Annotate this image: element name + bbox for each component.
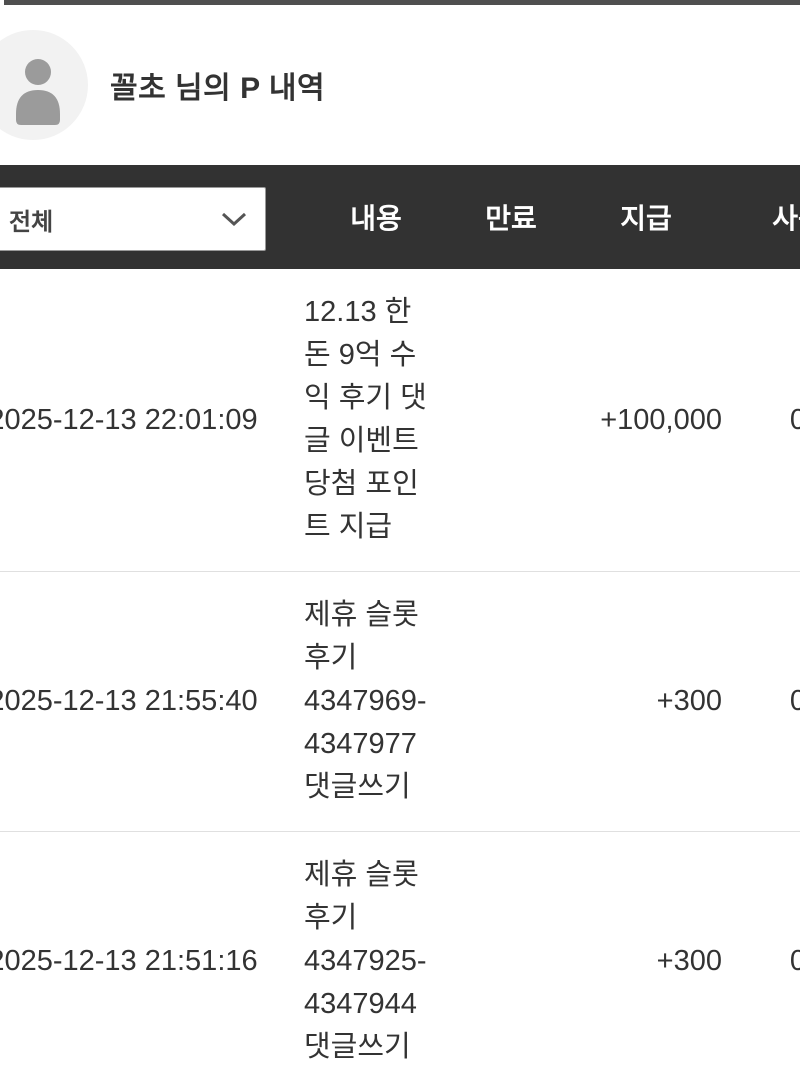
points-history-table: 내용 만료 지급 사용 전체 2025-12-13 22:01:09 12.13… xyxy=(0,165,800,1087)
row-grant-amount: +300 xyxy=(656,685,722,717)
profile-header: 꼴초 님의 P 내역 xyxy=(0,5,800,165)
row-use-amount: 0 xyxy=(789,685,800,717)
table-row: 2025-12-13 21:55:40 제휴 슬롯 후기 4347969- 43… xyxy=(0,572,800,832)
column-header-content: 내용 xyxy=(350,203,402,234)
table-header-row: 내용 만료 지급 사용 전체 xyxy=(0,165,800,269)
row-datetime: 2025-12-13 21:55:40 xyxy=(0,685,258,717)
row-use-amount: 0 xyxy=(789,945,800,977)
page-title: 꼴초 님의 P 내역 xyxy=(110,72,326,105)
top-divider-bar xyxy=(4,0,800,5)
row-datetime: 2025-12-13 22:01:09 xyxy=(0,403,258,436)
column-header-use: 사용 xyxy=(772,203,800,234)
row-content: 12.13 한 돈 9억 수 익 후기 댓 글 이벤트 당첨 포인 트 지급 xyxy=(304,296,427,543)
user-icon xyxy=(16,59,60,125)
table-row: 2025-12-13 21:51:16 제휴 슬롯 후기 4347925- 43… xyxy=(0,832,800,1087)
filter-type-select[interactable]: 전체 xyxy=(0,187,266,251)
row-content: 제휴 슬롯 후기 4347969- 4347977 댓글쓰기 xyxy=(304,599,427,803)
row-use-amount: 0 xyxy=(789,403,800,436)
row-expire xyxy=(466,594,556,809)
chevron-down-icon xyxy=(221,212,247,226)
row-grant-amount: +100,000 xyxy=(600,403,722,436)
table-body: 2025-12-13 22:01:09 12.13 한 돈 9억 수 익 후기 … xyxy=(0,269,800,1087)
avatar xyxy=(0,30,88,140)
column-header-grant: 지급 xyxy=(620,203,672,234)
row-expire xyxy=(466,854,556,1069)
column-header-expire: 만료 xyxy=(485,203,537,234)
row-datetime: 2025-12-13 21:51:16 xyxy=(0,945,258,977)
row-expire xyxy=(466,291,556,549)
row-grant-amount: +300 xyxy=(656,945,722,977)
row-content: 제휴 슬롯 후기 4347925- 4347944 댓글쓰기 xyxy=(304,859,427,1063)
table-row: 2025-12-13 22:01:09 12.13 한 돈 9억 수 익 후기 … xyxy=(0,269,800,572)
filter-selected-value: 전체 xyxy=(9,208,54,236)
